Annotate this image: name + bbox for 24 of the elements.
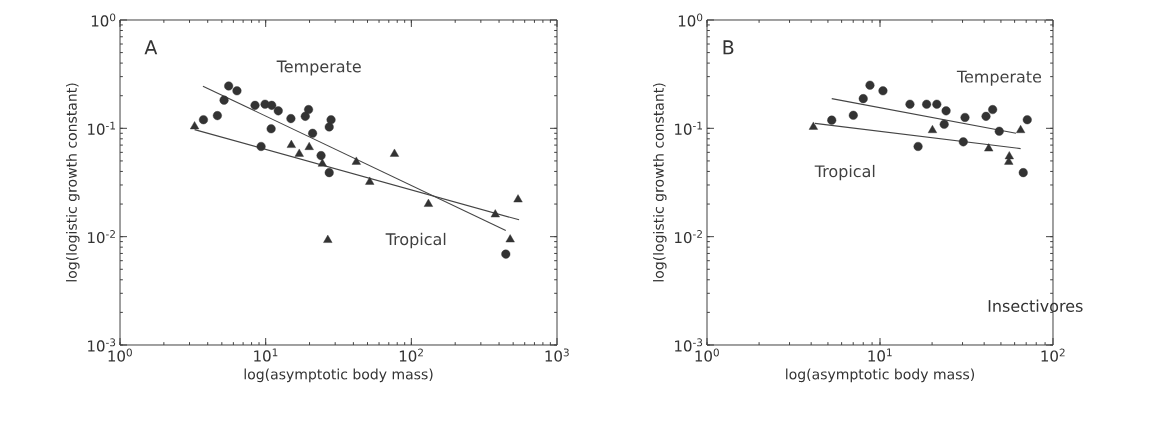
- y-tick-label: 10$^{0}$: [91, 13, 116, 27]
- x-tick-label: 10$^{2}$: [399, 348, 423, 362]
- annotation: B: [723, 40, 734, 55]
- y-tick-label: 10$^{-2}$: [88, 230, 115, 244]
- x-tick-label: 10$^{0}$: [108, 348, 132, 362]
- y-tick-label: 10$^{-2}$: [675, 230, 702, 244]
- y-tick-label: 10$^{-1}$: [675, 121, 702, 135]
- y-tick-label: 10$^{0}$: [678, 13, 703, 27]
- x-tick-label: 10$^{2}$: [1041, 348, 1065, 362]
- series-label: Temperate: [276, 60, 361, 76]
- y-axis-title: log(logistic growth constant): [653, 83, 667, 282]
- y-axis-title: log(logistic growth constant): [66, 83, 80, 282]
- text: Tropical: [814, 164, 875, 181]
- annotation: A: [144, 40, 158, 55]
- x-axis-title: log(asymptotic body mass): [244, 368, 433, 383]
- y-tick-label: 10$^{-1}$: [88, 121, 116, 135]
- x-axis-title: log(asymptotic body mass): [786, 368, 975, 383]
- x-tick-label: 10$^{1}$: [868, 348, 892, 362]
- x-tick-label: 10$^{0}$: [695, 348, 719, 362]
- series-label: Tropical: [385, 232, 446, 249]
- annotation: Insectivores: [988, 299, 1083, 312]
- legend-label: Temperate: [956, 70, 1042, 86]
- x-tick-label: 10$^{1}$: [254, 348, 278, 362]
- x-tick-label: 10$^{3}$: [545, 348, 569, 362]
